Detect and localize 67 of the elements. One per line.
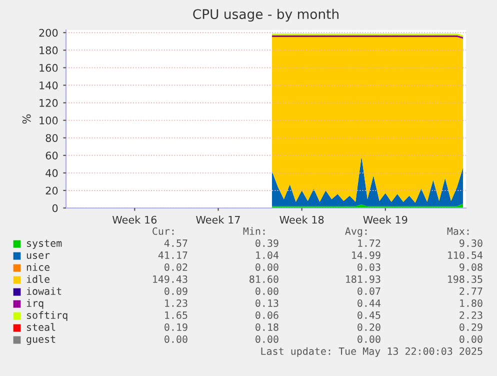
legend-label: user bbox=[26, 253, 50, 259]
text: 2.23 bbox=[460, 311, 482, 319]
text: 0.03 bbox=[358, 263, 380, 271]
text: 2.77 bbox=[460, 287, 482, 295]
x-tick-label: Week 18 bbox=[280, 216, 324, 224]
y-axis-title: % bbox=[22, 114, 31, 124]
text: 0.19 bbox=[164, 323, 188, 331]
text: Last update: Tue May 13 22:00:03 2025 bbox=[261, 347, 482, 357]
y-tick-label: 160 bbox=[40, 64, 58, 72]
chart-title: CPU usage - by month bbox=[193, 8, 338, 22]
text: 0.00 bbox=[256, 287, 278, 295]
legend-label: nice bbox=[26, 263, 50, 271]
legend-label: system bbox=[27, 240, 62, 249]
y-tick-label: 0 bbox=[52, 204, 58, 212]
text: 0.07 bbox=[358, 287, 380, 295]
text: 0.39 bbox=[256, 239, 278, 247]
legend-label: iowait bbox=[26, 287, 62, 295]
y-tick-label: 80 bbox=[46, 134, 58, 142]
text: 0.00 bbox=[256, 263, 278, 271]
text: 0.00 bbox=[460, 335, 482, 343]
text: 0.45 bbox=[358, 311, 380, 319]
text: Cur: bbox=[152, 227, 174, 235]
x-tick-label: Week 17 bbox=[196, 216, 240, 224]
text: 149.43 bbox=[153, 275, 188, 283]
text: 0.00 bbox=[164, 335, 188, 343]
text: 1.65 bbox=[165, 311, 188, 319]
text: 0.02 bbox=[164, 263, 188, 271]
legend-label: steal bbox=[27, 323, 56, 331]
text: Avg: bbox=[345, 227, 367, 237]
text: 0.18 bbox=[256, 323, 278, 331]
text: 1.23 bbox=[165, 299, 188, 307]
text: 0.09 bbox=[164, 287, 188, 295]
legend-label: guest bbox=[26, 336, 56, 345]
text: 4.57 bbox=[164, 239, 188, 247]
text: 1.04 bbox=[256, 251, 279, 259]
text: 181.93 bbox=[346, 275, 380, 283]
text: 1.72 bbox=[358, 239, 380, 247]
text: 110.54 bbox=[448, 251, 483, 259]
legend-label: softirq bbox=[27, 311, 68, 321]
text: 0.06 bbox=[256, 311, 278, 319]
text: Min: bbox=[243, 227, 265, 235]
y-tick-label: 200 bbox=[39, 28, 58, 37]
text: 0.13 bbox=[256, 299, 278, 307]
text: 0.00 bbox=[358, 335, 380, 343]
text: 9.30 bbox=[460, 239, 482, 247]
y-tick-label: 40 bbox=[46, 169, 58, 178]
text: 0.44 bbox=[358, 299, 381, 307]
y-tick-label: 20 bbox=[46, 186, 58, 195]
y-tick-label: 140 bbox=[40, 81, 58, 90]
y-tick-label: 180 bbox=[40, 46, 58, 54]
x-tick-label: Week 16 bbox=[112, 216, 157, 224]
text: 14.99 bbox=[352, 251, 380, 259]
legend-label: irq bbox=[26, 299, 44, 309]
y-tick-label: 120 bbox=[40, 99, 58, 107]
text: 0.29 bbox=[460, 323, 482, 331]
text: Max: bbox=[447, 227, 469, 235]
text: 41.17 bbox=[158, 251, 188, 259]
text: 9.08 bbox=[460, 263, 482, 271]
text: 0.20 bbox=[358, 323, 380, 331]
text: 1.80 bbox=[460, 299, 482, 307]
x-tick-label: Week 19 bbox=[363, 216, 408, 224]
legend-label: idle bbox=[26, 275, 50, 283]
text: 0.00 bbox=[256, 335, 278, 343]
y-tick-label: 60 bbox=[46, 152, 58, 160]
text: 81.60 bbox=[250, 275, 278, 283]
y-tick-label: 100 bbox=[40, 116, 58, 124]
text: 198.35 bbox=[448, 275, 482, 283]
